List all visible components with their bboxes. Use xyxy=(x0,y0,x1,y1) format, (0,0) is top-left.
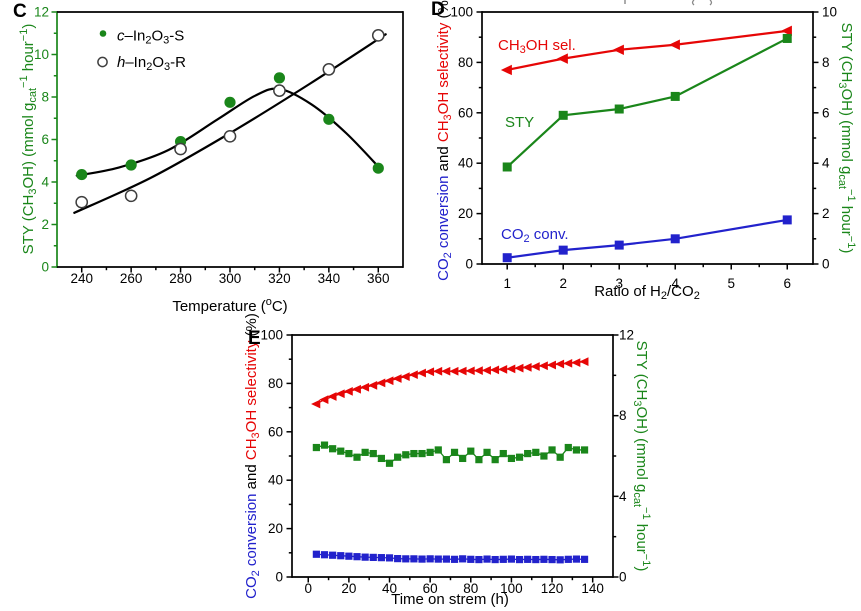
y-left-tick-label: 100 xyxy=(260,328,283,343)
y-left-tick-label: 60 xyxy=(458,105,473,120)
legend-item-label: c–In2O3-S xyxy=(117,28,184,47)
x-tick-label: 20 xyxy=(341,581,356,596)
y-right-tick-label: 10 xyxy=(822,5,837,20)
y-left-tick-label: 12 xyxy=(34,5,49,20)
panel-c-axes: 240 260 280 300 320 340 360 0 2 4 6 8 10 12 xyxy=(34,5,404,286)
x-tick-label: 340 xyxy=(318,271,341,286)
y-left-tick-label: 20 xyxy=(458,206,473,221)
panel-d-label: D xyxy=(431,0,445,20)
x-tick-label: 360 xyxy=(367,271,390,286)
y-left-tick-label: 4 xyxy=(41,175,49,190)
y-left-tick-label: 20 xyxy=(268,521,283,536)
x-tick-label: 240 xyxy=(70,271,93,286)
x-axis-title: Temperature (oC) xyxy=(172,296,287,315)
y-right-tick-label: 2 xyxy=(822,206,830,221)
y-left-tick-label: 80 xyxy=(458,55,473,70)
x-tick-label: 120 xyxy=(541,581,564,596)
x-tick-label: 1 xyxy=(503,276,511,291)
series-annotation: CO2 conv. xyxy=(501,226,569,245)
legend-item-label: h–In2O3-R xyxy=(117,54,186,73)
y-right-tick-label: 4 xyxy=(822,156,830,171)
y-left-tick-label: 6 xyxy=(41,132,49,147)
y-left-axis-title: STY (CH3OH) (mmol gcat−1 hour−1) xyxy=(18,24,39,255)
y-right-tick-label: 12 xyxy=(619,328,634,343)
series-sty xyxy=(312,441,589,467)
x-tick-label: 4 xyxy=(671,276,679,291)
x-tick-label: 6 xyxy=(783,276,791,291)
y-left-tick-label: 60 xyxy=(268,424,283,439)
series-ch3oh-selectivity xyxy=(500,25,792,76)
x-tick-label: 60 xyxy=(423,581,438,596)
y-right-axis-title: STY (CH3OH) (mmol gcat−1 hour−1) xyxy=(631,341,652,572)
y-left-tick-label: 0 xyxy=(41,260,49,275)
y-right-tick-label: 8 xyxy=(619,408,627,423)
x-tick-label: 100 xyxy=(500,581,523,596)
y-right-tick-label: 8 xyxy=(822,55,830,70)
y-left-tick-label: 10 xyxy=(34,47,49,62)
x-axis-title: Time on strem (h) xyxy=(391,591,509,608)
series-co2-conversion xyxy=(502,215,792,263)
y-right-tick-label: 6 xyxy=(822,105,830,120)
series-c-in2o3-s xyxy=(76,72,384,181)
x-axis-title: Ratio of H2/CO2 xyxy=(594,283,700,302)
x-tick-label: 5 xyxy=(727,276,735,291)
series-sty xyxy=(502,33,792,172)
y-left-tick-label: 0 xyxy=(275,570,283,585)
series-co2-conversion xyxy=(312,550,589,564)
legend: c–In2O3-S h–In2O3-R xyxy=(97,28,186,73)
panel-c-label: C xyxy=(13,1,27,22)
panel-e-label: E xyxy=(248,328,261,349)
panel-e: 0 20 40 60 80 100 120 140 0 20 40 60 80 100 0 4 8 12 Time … xyxy=(243,313,652,608)
y-left-tick-label: 100 xyxy=(450,5,473,20)
y-left-tick-label: 80 xyxy=(268,376,283,391)
panel-c: 240 260 280 300 320 340 360 0 2 4 6 8 10 12 Temperatur… xyxy=(18,5,404,315)
y-left-tick-label: 40 xyxy=(268,473,283,488)
y-right-tick-label: 4 xyxy=(619,489,627,504)
x-tick-label: 140 xyxy=(581,581,604,596)
x-tick-label: 0 xyxy=(304,581,312,596)
x-tick-label: 2 xyxy=(559,276,567,291)
y-left-tick-label: 0 xyxy=(465,257,473,272)
x-tick-label: 280 xyxy=(169,271,192,286)
y-left-axis-title: CO2 conversion and CH3OH selectivity (%) xyxy=(243,313,262,599)
series-annotation: CH3OH sel. xyxy=(498,37,576,56)
y-left-tick-label: 2 xyxy=(41,217,49,232)
y-left-tick-label: 40 xyxy=(458,156,473,171)
x-tick-label: 320 xyxy=(268,271,291,286)
x-tick-label: 260 xyxy=(120,271,143,286)
panel-e-axes: 0 20 40 60 80 100 120 140 0 20 40 60 80 100 0 4 8 12 xyxy=(260,328,634,597)
y-left-tick-label: 8 xyxy=(41,90,49,105)
x-tick-label: 40 xyxy=(382,581,397,596)
y-right-axis-title: STY (CH3OH) (mmol gcat−1 hour−1) xyxy=(836,23,857,254)
x-tick-label: 3 xyxy=(615,276,623,291)
x-tick-label: 300 xyxy=(219,271,242,286)
series-annotation: STY xyxy=(505,114,534,131)
cropped-text-artifact xyxy=(624,0,713,6)
series-h-in2o3-r xyxy=(75,29,385,209)
x-tick-label: 80 xyxy=(463,581,478,596)
y-right-tick-label: 0 xyxy=(619,570,627,585)
series-ch3oh-selectivity xyxy=(311,357,589,409)
y-left-axis-title: CO2 conversion and CH3OH selectivity (%) xyxy=(435,0,454,281)
y-right-tick-label: 0 xyxy=(822,257,830,272)
